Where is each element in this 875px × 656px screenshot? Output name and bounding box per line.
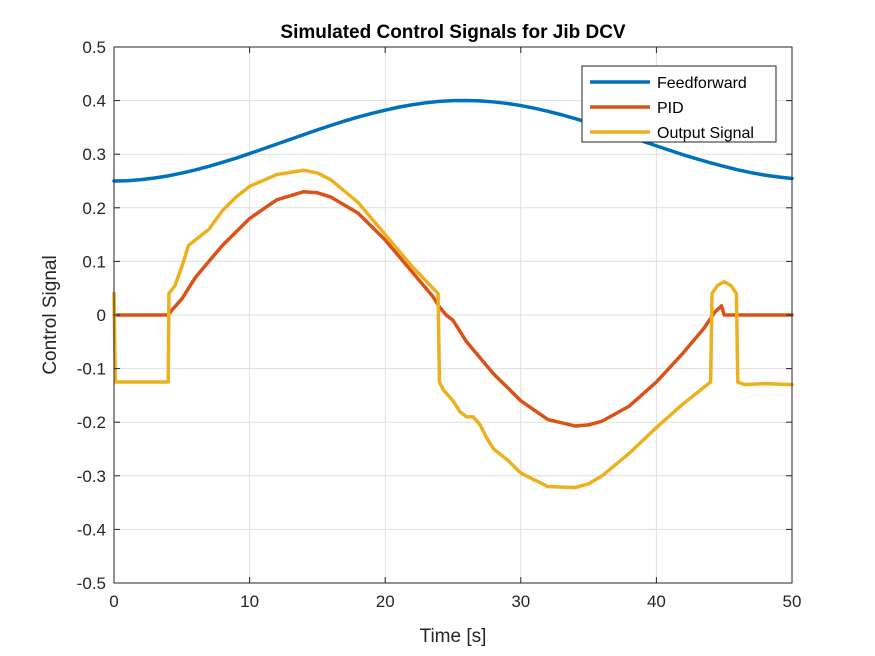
series-line-feedforward: [112, 98, 794, 183]
series-lines: [112, 98, 794, 490]
y-tick-label: -0.2: [77, 413, 106, 432]
y-tick-label: 0.5: [82, 38, 106, 57]
series-line-pid: [112, 189, 794, 428]
series-line-output-signal: [112, 168, 794, 490]
x-tick-label: 10: [240, 592, 259, 611]
legend-box: [581, 65, 777, 143]
y-tick-label: 0.1: [82, 252, 106, 271]
axis-ticks: 0 10 20 30 40 50 -0.5 -0.4 -0.3 -0.2 -0.1 0 0.1 0.2 0.…: [77, 38, 802, 611]
x-tick-label: 50: [783, 592, 802, 611]
legend-label: Feedforward: [657, 75, 747, 92]
x-tick-label: 40: [647, 592, 666, 611]
x-tick-label: 20: [376, 592, 395, 611]
y-axis-label: Control Signal: [40, 255, 61, 374]
x-axis-label: Time [s]: [420, 626, 487, 647]
x-tick-label: 30: [511, 592, 530, 611]
grid-lines: [113, 46, 793, 584]
y-tick-label: -0.3: [77, 467, 106, 486]
y-tick-label: -0.5: [77, 574, 106, 593]
legend: Feedforward PID Output Signal: [581, 65, 777, 143]
x-tick-label: 0: [109, 592, 118, 611]
legend-label: Output Signal: [657, 125, 754, 142]
y-tick-label: -0.1: [77, 360, 106, 379]
y-tick-label: -0.4: [77, 520, 106, 539]
y-tick-label: 0.3: [82, 145, 106, 164]
legend-label: PID: [657, 100, 684, 117]
y-tick-label: 0.4: [82, 92, 106, 111]
y-tick-label: 0.2: [82, 199, 106, 218]
y-tick-label: 0: [97, 306, 106, 325]
chart-title: Simulated Control Signals for Jib DCV: [280, 22, 626, 43]
